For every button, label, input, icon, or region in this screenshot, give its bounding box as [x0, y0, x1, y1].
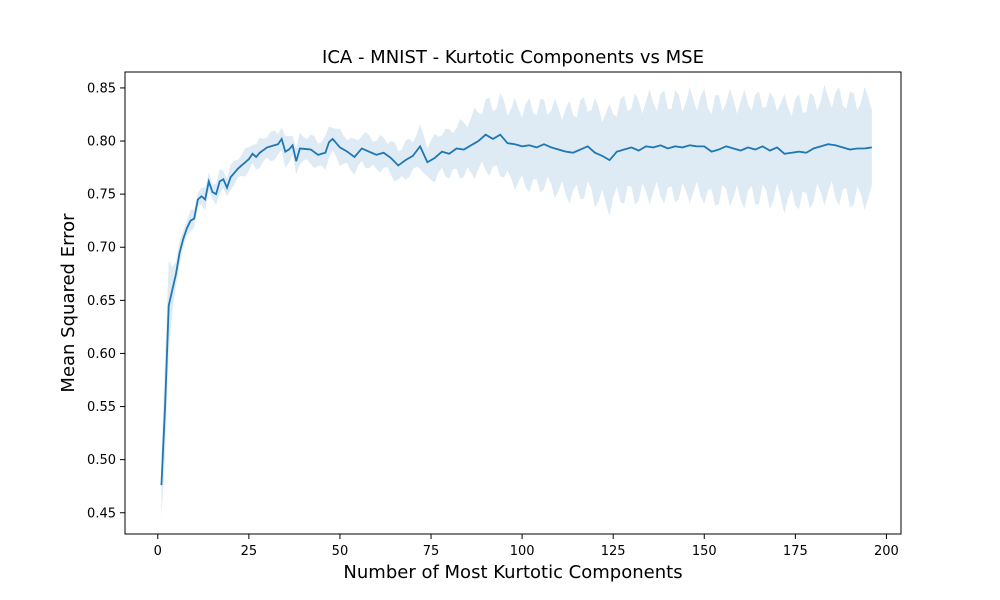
y-tick-label: 0.45 — [87, 506, 116, 521]
confidence-band — [161, 85, 872, 518]
x-tick-label: 25 — [241, 544, 258, 559]
x-tick-label: 50 — [332, 544, 349, 559]
x-axis-title: Number of Most Kurtotic Components — [343, 562, 682, 583]
y-tick-label: 0.70 — [87, 241, 116, 256]
y-axis: 0.45 0.50 0.55 0.60 0.65 0.70 0.75 0.80 0.85 — [87, 81, 125, 521]
x-tick-label: 175 — [783, 544, 808, 559]
y-tick-label: 0.65 — [87, 294, 116, 309]
chart-title: ICA - MNIST - Kurtotic Components vs MSE — [322, 47, 704, 68]
x-tick-label: 100 — [510, 544, 535, 559]
x-axis: 0 25 50 75 100 125 150 175 200 — [154, 534, 899, 559]
y-tick-label: 0.60 — [87, 347, 116, 362]
y-tick-label: 0.55 — [87, 400, 116, 415]
x-tick-label: 0 — [154, 544, 162, 559]
x-tick-label: 75 — [423, 544, 440, 559]
x-tick-label: 125 — [601, 544, 626, 559]
y-axis-title: Mean Squared Error — [58, 213, 79, 393]
x-tick-label: 150 — [692, 544, 717, 559]
y-tick-label: 0.85 — [87, 81, 116, 96]
y-tick-label: 0.80 — [87, 135, 116, 150]
y-tick-label: 0.50 — [87, 453, 116, 468]
series-line — [160, 133, 872, 486]
plot-frame — [124, 71, 902, 535]
x-tick-label: 200 — [874, 544, 899, 559]
y-tick-label: 0.75 — [87, 188, 116, 203]
plot-area — [124, 71, 902, 535]
